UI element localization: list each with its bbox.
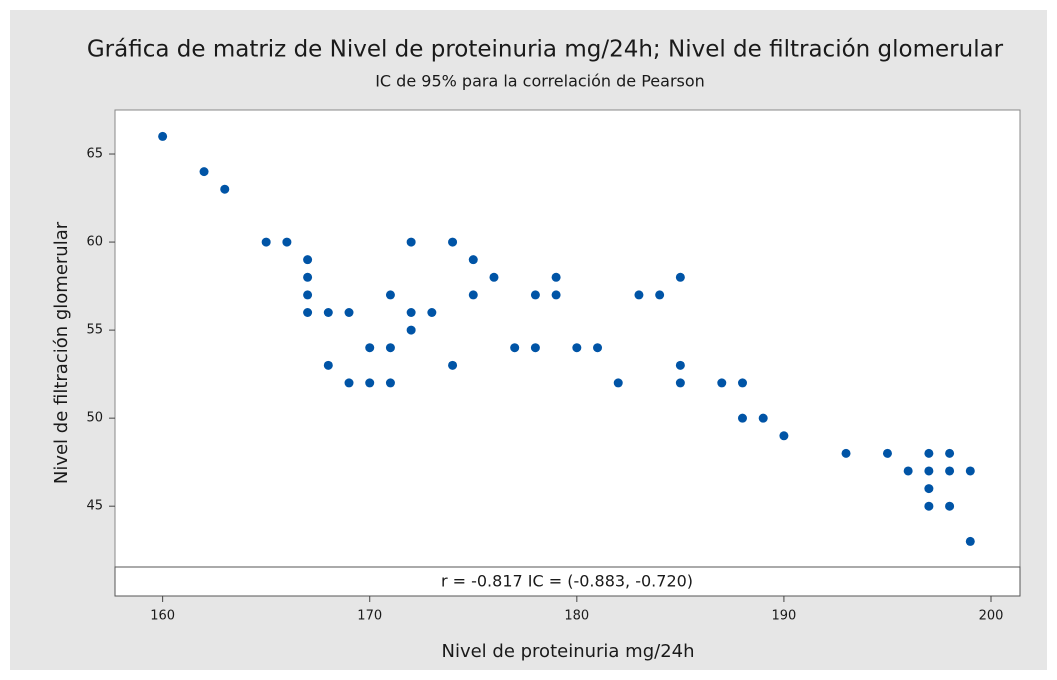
point	[945, 501, 955, 511]
point	[551, 290, 561, 300]
point	[717, 378, 727, 388]
point	[323, 308, 333, 317]
point	[737, 378, 747, 388]
point	[365, 343, 375, 353]
plot-area	[114, 109, 1021, 597]
point	[965, 466, 975, 476]
x-tick-label: 200	[979, 609, 1004, 624]
point	[220, 184, 230, 194]
point	[655, 290, 665, 300]
point	[530, 290, 540, 300]
point	[924, 501, 934, 511]
point	[924, 484, 934, 494]
point	[199, 167, 209, 177]
point	[427, 308, 437, 317]
chart-subtitle: IC de 95% para la correlación de Pearson	[375, 72, 705, 91]
annotation: r = -0.817 IC = (-0.883, -0.720)	[441, 572, 693, 591]
point	[510, 343, 520, 353]
point	[303, 255, 313, 265]
point	[448, 360, 458, 370]
point	[406, 308, 416, 317]
point	[344, 308, 354, 317]
y-tick-label: 60	[86, 235, 103, 250]
point	[551, 272, 561, 282]
point	[365, 378, 375, 388]
point	[303, 290, 313, 300]
point	[924, 448, 934, 458]
point	[572, 343, 582, 353]
point	[406, 325, 416, 335]
point	[779, 431, 789, 441]
point	[882, 448, 892, 458]
point	[448, 237, 458, 247]
point	[675, 272, 685, 282]
point	[945, 466, 955, 476]
point	[468, 290, 478, 300]
point	[385, 378, 395, 388]
x-tick-label: 190	[771, 609, 796, 624]
point	[282, 237, 292, 247]
point	[593, 343, 603, 353]
point	[303, 272, 313, 282]
x-axis-label: Nivel de proteinuria mg/24h	[441, 641, 694, 662]
point	[675, 360, 685, 370]
point	[530, 343, 540, 353]
point	[945, 448, 955, 458]
chart-title: Gráfica de matriz de Nivel de proteinuri…	[87, 37, 1004, 63]
point	[758, 413, 768, 423]
point	[965, 536, 975, 546]
y-tick-label: 45	[86, 499, 103, 514]
point	[344, 378, 354, 388]
point	[675, 378, 685, 388]
point	[903, 466, 913, 476]
point	[613, 378, 623, 388]
point	[261, 237, 271, 247]
point	[385, 343, 395, 353]
point	[158, 131, 168, 141]
point	[841, 448, 851, 458]
annotation-box	[114, 566, 1021, 597]
y-tick-label: 50	[86, 411, 103, 426]
point	[406, 237, 416, 247]
y-axis-label: Nivel de filtración glomerular	[51, 221, 72, 484]
point	[737, 413, 747, 423]
point	[489, 272, 499, 282]
point	[385, 290, 395, 300]
point	[924, 466, 934, 476]
point	[634, 290, 644, 300]
y-tick-label: 65	[86, 147, 103, 162]
x-tick-label: 160	[150, 609, 175, 624]
x-tick-label: 170	[357, 609, 382, 624]
point	[468, 255, 478, 265]
x-tick-label: 180	[564, 609, 589, 624]
point	[323, 360, 333, 370]
point	[303, 308, 313, 317]
y-tick-label: 55	[86, 323, 103, 338]
